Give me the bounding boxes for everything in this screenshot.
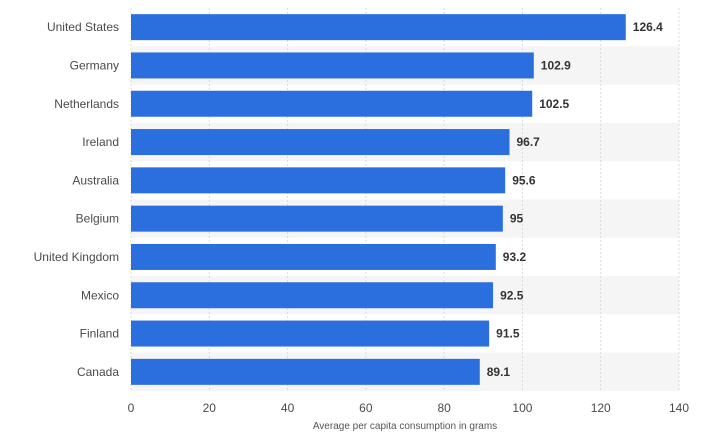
value-label: 95.6 (512, 173, 536, 187)
bar (131, 52, 534, 79)
category-labels: United States Germany Netherlands Ireland Au… (34, 20, 120, 379)
x-tick-label: 140 (669, 401, 689, 415)
value-label: 91.5 (496, 327, 520, 341)
x-tick-label: 120 (591, 401, 611, 415)
category-label: Netherlands (54, 97, 119, 111)
category-label: Belgium (76, 212, 119, 226)
value-labels: 126.4 102.9 102.5 96.7 95.6 95 93.2 92.5 91.5 89.… (487, 20, 663, 379)
x-tick-label: 80 (437, 401, 451, 415)
value-label: 96.7 (517, 135, 541, 149)
category-label: United States (47, 20, 119, 34)
category-label: Canada (77, 365, 119, 379)
x-axis-title: Average per capita consumption in grams (313, 421, 497, 432)
x-tick-label: 40 (281, 401, 295, 415)
bars (131, 14, 626, 385)
bar (131, 282, 494, 309)
value-label: 126.4 (633, 20, 663, 34)
bar (131, 243, 496, 270)
x-tick-label: 100 (512, 401, 532, 415)
x-tick-label: 60 (359, 401, 373, 415)
bar (131, 167, 506, 194)
bar (131, 358, 480, 385)
value-label: 95 (510, 212, 524, 226)
value-label: 93.2 (503, 250, 527, 264)
bar (131, 129, 510, 156)
category-label: Australia (72, 173, 119, 187)
bar (131, 14, 626, 41)
category-label: United Kingdom (34, 250, 119, 264)
category-label: Ireland (82, 135, 119, 149)
category-label: Finland (80, 327, 119, 341)
x-tick-labels: 0 20 40 60 80 100 120 140 (128, 401, 690, 415)
value-label: 102.9 (541, 58, 571, 72)
bar (131, 205, 503, 232)
category-label: Mexico (81, 288, 119, 302)
x-tick-label: 0 (128, 401, 135, 415)
value-label: 92.5 (500, 288, 524, 302)
bar (131, 90, 533, 117)
value-label: 89.1 (487, 365, 511, 379)
value-label: 102.5 (539, 97, 569, 111)
category-label: Germany (70, 58, 119, 72)
bar (131, 320, 490, 347)
x-tick-label: 20 (203, 401, 217, 415)
